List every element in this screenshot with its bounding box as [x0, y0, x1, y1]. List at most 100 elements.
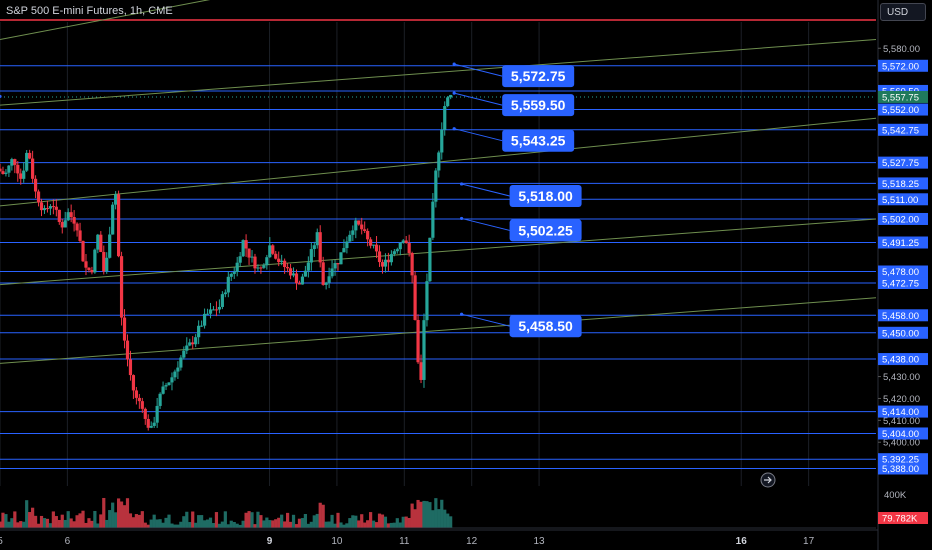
- volume-bar: [63, 519, 67, 528]
- candle-up: [401, 240, 405, 243]
- candle-up: [10, 159, 14, 166]
- volume-bars: [0, 497, 453, 528]
- x-tick-label: 6: [65, 536, 71, 547]
- candle-down: [54, 206, 58, 210]
- volume-bar: [330, 514, 334, 528]
- callout-connector: [454, 128, 503, 142]
- level-tag: [878, 236, 928, 249]
- x-tick-label: 13: [534, 536, 546, 547]
- volume-bar: [99, 514, 103, 528]
- volume-bar: [440, 499, 444, 528]
- x-tick-label: 9: [267, 536, 273, 547]
- volume-bar: [377, 513, 382, 528]
- volume-bar: [342, 524, 346, 528]
- volume-bar: [194, 522, 198, 528]
- candle-down: [57, 209, 61, 223]
- volume-bar: [220, 521, 224, 528]
- level-tag-label: 5,552.00: [882, 105, 919, 116]
- volume-bar: [167, 514, 171, 528]
- volume-bar: [176, 524, 180, 528]
- price-callout: 5,458.50: [509, 315, 582, 338]
- level-tag-label: 5,450.00: [882, 328, 919, 339]
- candle-down: [119, 256, 124, 318]
- candle-up: [167, 382, 171, 386]
- candles: [0, 94, 453, 431]
- level-tag: [878, 277, 928, 289]
- y-tick-label: 5,410.00: [883, 416, 920, 427]
- volume-bar: [149, 519, 153, 528]
- candle-down: [404, 240, 408, 244]
- candle-up: [303, 270, 307, 277]
- candle-down: [125, 340, 130, 360]
- level-tag-label: 5,491.25: [882, 238, 919, 249]
- candle-up: [108, 234, 112, 258]
- volume-bar: [416, 499, 420, 528]
- volume-bar: [256, 511, 260, 528]
- volume-bar: [57, 519, 61, 528]
- candle-down: [369, 239, 373, 246]
- candle-down: [410, 252, 414, 276]
- candle-down: [28, 152, 32, 159]
- volume-bar: [10, 518, 14, 528]
- volume-bar: [143, 522, 147, 528]
- volume-bar: [114, 512, 118, 528]
- volume-bar: [297, 518, 302, 528]
- y-tick-label: 5,400.00: [883, 438, 920, 449]
- candle-up: [170, 377, 174, 383]
- candle-down: [78, 230, 82, 241]
- volume-bar: [93, 510, 97, 528]
- volume-bar: [247, 511, 251, 528]
- candle-down: [84, 261, 88, 268]
- volume-bar: [122, 505, 127, 528]
- candle-down: [386, 259, 391, 263]
- level-tag: [878, 265, 928, 278]
- level-tag-label: 5,527.75: [882, 158, 919, 169]
- volume-bar: [111, 502, 115, 528]
- volume-bar: [223, 511, 227, 528]
- volume-bar: [182, 516, 186, 528]
- level-tag: [878, 59, 928, 72]
- candle-up: [371, 244, 376, 246]
- volume-bar: [425, 501, 429, 528]
- volume-bar: [116, 498, 121, 528]
- volume-bar: [205, 519, 210, 528]
- volume-axis-label: 400K: [884, 490, 907, 501]
- volume-bar: [185, 511, 189, 528]
- candle-up: [348, 234, 352, 242]
- level-tag: [878, 405, 928, 418]
- currency-button[interactable]: USD: [880, 3, 926, 21]
- volume-bar: [422, 500, 426, 528]
- volume-bar: [398, 522, 402, 528]
- volume-bar: [72, 521, 76, 528]
- candle-down: [102, 252, 106, 272]
- y-tick-label: 5,430.00: [883, 372, 920, 383]
- candle-up: [431, 201, 435, 238]
- candle-down: [75, 223, 79, 231]
- volume-bar: [265, 517, 269, 528]
- volume-bar: [19, 521, 23, 528]
- level-tag: [878, 353, 928, 366]
- volume-bar: [389, 522, 393, 528]
- candle-down: [72, 217, 76, 224]
- volume-bar: [348, 518, 352, 528]
- volume-bar: [434, 498, 438, 528]
- candle-up: [93, 249, 97, 273]
- candle-down: [137, 397, 141, 402]
- candle-up: [428, 237, 432, 282]
- volume-bar: [271, 520, 275, 528]
- volume-bar: [7, 521, 11, 528]
- candle-down: [131, 375, 136, 391]
- scroll-to-latest-button[interactable]: [760, 472, 776, 488]
- volume-bar: [202, 520, 207, 528]
- candle-up: [149, 425, 153, 428]
- candle-down: [357, 220, 361, 225]
- volume-bar: [235, 523, 239, 528]
- callout-box: [502, 129, 575, 152]
- candle-down: [99, 234, 103, 253]
- candle-down: [360, 224, 364, 230]
- volume-bar: [268, 520, 272, 528]
- volume-bar: [119, 501, 124, 528]
- volume-bar: [312, 515, 316, 528]
- candle-up: [449, 94, 453, 98]
